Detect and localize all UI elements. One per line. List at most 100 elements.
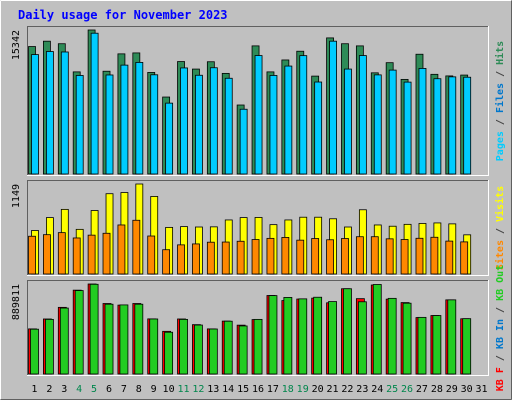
x-tick-label: 10: [163, 384, 175, 395]
bar-sites: [192, 243, 200, 275]
bar-kb-out: [223, 320, 233, 375]
bar-sites: [206, 241, 215, 275]
x-tick-label: 4: [76, 384, 82, 395]
y-max-label: 15342: [11, 30, 22, 60]
bar-sites: [28, 235, 36, 275]
bar-files: [46, 51, 54, 175]
bar-sites: [102, 232, 111, 275]
x-tick-label: 18: [282, 384, 294, 395]
bar-files: [358, 55, 367, 175]
bar-sites: [162, 249, 171, 275]
x-tick-label: 27: [416, 384, 428, 395]
bar-sites: [460, 241, 469, 275]
bar-files: [463, 76, 472, 175]
x-tick-label: 7: [121, 384, 127, 395]
x-tick-label: 5: [91, 384, 97, 395]
x-tick-label: 31: [476, 384, 488, 395]
bar-files: [180, 67, 188, 175]
x-tick-label: 6: [106, 384, 112, 395]
bar-sites: [415, 237, 424, 275]
bar-sites: [355, 236, 364, 275]
bar-files: [31, 54, 39, 175]
x-tick-label: 20: [312, 384, 324, 395]
x-tick-label: 12: [192, 384, 204, 395]
y-axis-label-part: /: [495, 65, 506, 83]
bar-files: [373, 74, 382, 175]
bar-files: [195, 74, 203, 175]
y-max-label: 889811: [11, 284, 22, 320]
x-tick-label: 16: [252, 384, 264, 395]
bar-files: [224, 77, 233, 175]
x-tick-label: 29: [446, 384, 458, 395]
bar-kb-out: [462, 318, 472, 375]
bar-kb-out: [59, 307, 69, 375]
bar-files: [90, 32, 99, 175]
x-tick-label: 26: [401, 384, 413, 395]
bar-sites: [72, 237, 81, 275]
bar-sites: [281, 237, 290, 275]
bar-files: [135, 62, 144, 175]
bar-files: [254, 55, 263, 175]
bar-sites: [311, 238, 320, 275]
bar-kb-out: [208, 328, 218, 375]
x-tick-label: 21: [326, 384, 338, 395]
bar-sites: [43, 234, 51, 275]
chart-title: Daily usage for November 2023: [18, 8, 228, 22]
bar-files: [239, 108, 248, 175]
bar-kb-out: [238, 325, 248, 375]
y-axis-label-part: Files: [494, 83, 506, 113]
x-tick-label: 11: [177, 384, 189, 395]
bar-sites: [251, 239, 260, 275]
bar-kb-out: [194, 324, 203, 375]
bar-kb-out: [164, 331, 174, 375]
bar-sites: [445, 240, 454, 275]
bar-kb-out: [104, 303, 114, 375]
bar-kb-out: [298, 298, 308, 375]
y-axis-label-part: /: [495, 349, 506, 367]
bar-sites: [57, 232, 66, 275]
bar-kb-out: [134, 303, 144, 375]
bar-kb-out: [30, 328, 39, 375]
x-tick-label: 13: [207, 384, 219, 395]
bar-sites: [266, 237, 275, 275]
y-axis-label-part: Sites: [494, 240, 506, 270]
x-tick-label: 30: [461, 384, 473, 395]
x-tick-label: 25: [386, 384, 398, 395]
bar-sites: [117, 224, 126, 275]
bar-files: [344, 68, 352, 175]
bar-kb-out: [447, 299, 457, 375]
bar-kb-out: [149, 318, 159, 375]
x-tick-label: 2: [46, 384, 52, 395]
bar-kb-out: [328, 301, 337, 375]
y-axis-label-part: Pages: [495, 131, 506, 161]
bar-files: [388, 69, 397, 175]
bar-sites: [326, 239, 334, 275]
panel-sites-visits: 1149 Sites / Visits: [11, 180, 506, 276]
x-axis-day-labels: 1 2 3 4 5 6 7 8 9 10 11 12 13 14 15 16 17 18 19 20 21 22 23 24 2…: [31, 384, 487, 395]
bar-kb-out: [357, 301, 367, 375]
x-tick-label: 22: [341, 384, 353, 395]
x-tick-label: 15: [237, 384, 249, 395]
y-axis-label-part: KB Out: [495, 265, 506, 301]
y-axis-label-part: Hits: [494, 41, 506, 65]
panel-kb: 889811 KB F / KB In / KB Out: [11, 265, 506, 391]
bar-kb-out: [253, 318, 263, 375]
y-axis-label-part: /: [495, 301, 506, 319]
y-axis-label-part: Visits: [494, 186, 506, 222]
x-tick-label: 17: [267, 384, 279, 395]
bar-sites: [341, 238, 349, 275]
bar-files: [165, 102, 174, 175]
x-tick-label: 24: [371, 384, 383, 395]
y-axis-label: KB F / KB In / KB Out: [495, 265, 506, 391]
bar-sites: [221, 241, 230, 275]
bar-sites: [236, 240, 245, 275]
bar-files: [60, 51, 69, 175]
x-tick-label: 23: [356, 384, 368, 395]
y-axis-label: Pages / Files / Hits: [494, 41, 506, 161]
bar-sites: [400, 239, 409, 275]
bar-kb-out: [402, 302, 412, 375]
x-tick-label: 8: [136, 384, 142, 395]
bar-kb-out: [313, 296, 323, 375]
